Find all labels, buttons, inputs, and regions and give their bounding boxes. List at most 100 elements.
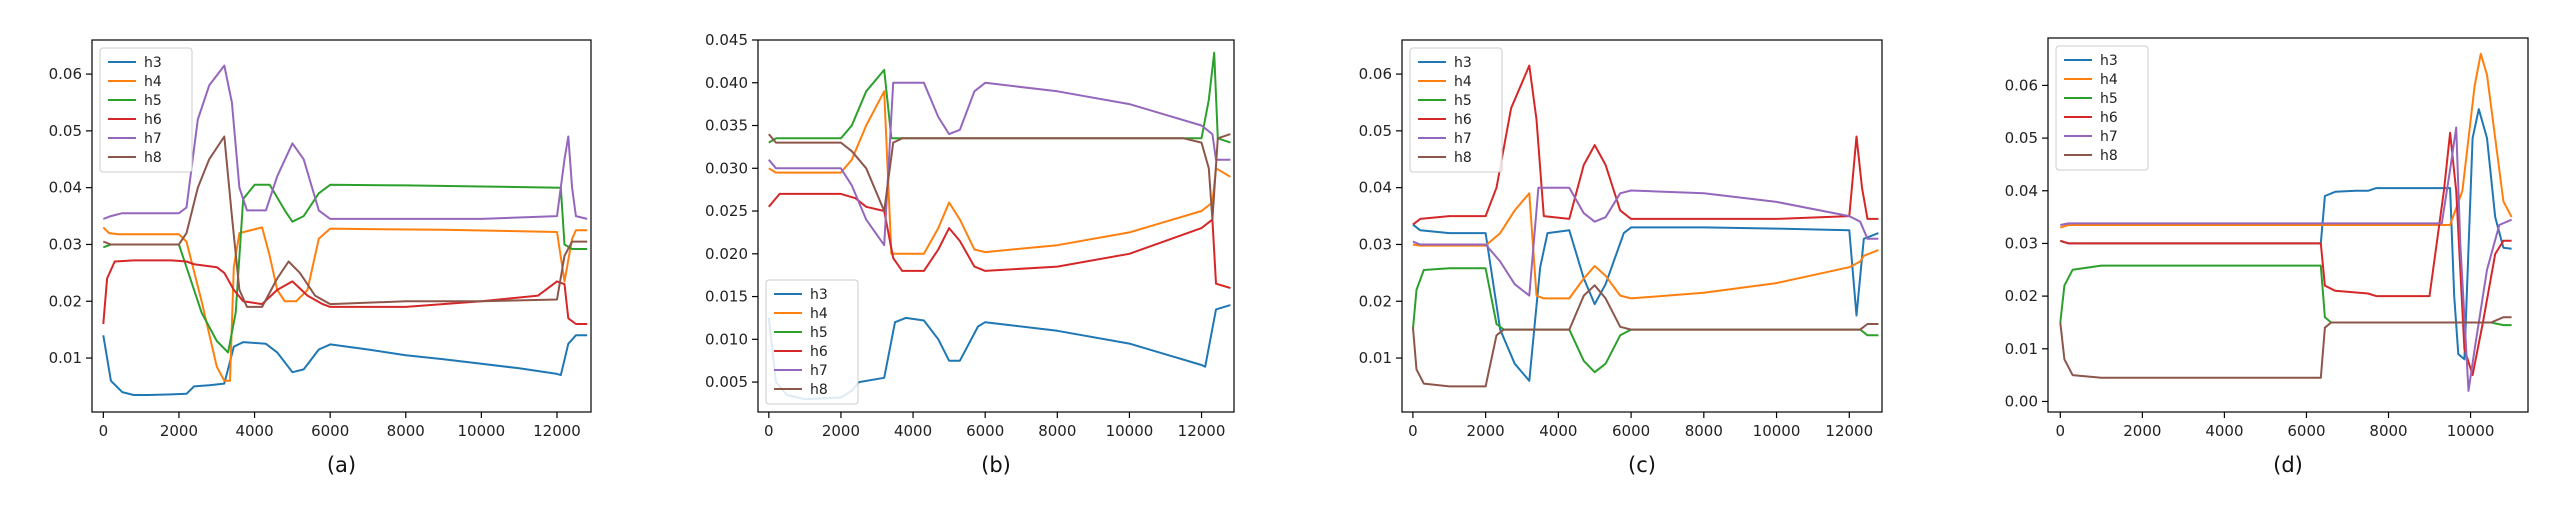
x-tick-label: 6000 <box>966 422 1004 440</box>
x-tick-label: 8000 <box>387 422 425 440</box>
legend-box <box>765 279 859 405</box>
chart-panel-2: 0 2000 4000 6000 8000 10000 12000 0.01 0.02 0.03 0… <box>1359 39 1883 477</box>
panel-caption: (d) <box>2273 453 2303 477</box>
series-line-h6 <box>1412 64 1879 226</box>
series-line-h7 <box>1412 186 1879 297</box>
series-line-h7 <box>102 64 588 220</box>
legend-label-h8: h8 <box>1454 150 1472 166</box>
x-tick-label: 8000 <box>1685 422 1723 440</box>
x-tick-label: 6000 <box>311 422 349 440</box>
series-line-h7 <box>2060 126 2512 392</box>
chart-panel-3: 0 2000 4000 6000 8000 10000 0.00 0.01 0.02 0.03 0.… <box>2005 37 2529 477</box>
series-line-h5 <box>102 183 588 354</box>
legend-label-h3: h3 <box>2100 53 2118 69</box>
legend-label-h7: h7 <box>810 363 828 379</box>
y-tick-label: 0.010 <box>705 330 748 348</box>
legend-label-h7: h7 <box>1454 131 1472 147</box>
x-tick-label: 12000 <box>533 422 581 440</box>
x-tick-label: 0 <box>2056 422 2066 440</box>
y-tick-label: 0.05 <box>1359 122 1392 140</box>
x-tick-label: 0 <box>99 422 109 440</box>
series-line-h8 <box>2059 316 2512 379</box>
legend-label-h5: h5 <box>144 93 162 109</box>
legend-label-h6: h6 <box>2100 110 2118 126</box>
y-tick-label: 0.05 <box>49 122 82 140</box>
x-tick-label: 2000 <box>1467 422 1505 440</box>
legend-label-h6: h6 <box>144 112 162 128</box>
panel-caption: (c) <box>1628 453 1656 477</box>
plot-area <box>2059 52 2513 392</box>
legend-box <box>99 47 193 173</box>
legend-label-h6: h6 <box>1454 112 1472 128</box>
legend-label-h3: h3 <box>144 55 162 71</box>
x-tick-label: 10000 <box>2447 422 2495 440</box>
y-tick-label: 0.06 <box>49 65 82 83</box>
series-line-h4 <box>1412 192 1879 300</box>
chart-panel-0: 0 2000 4000 6000 8000 10000 12000 0.01 0.02 0.03 0… <box>49 39 592 477</box>
y-tick-label: 0.03 <box>49 235 82 253</box>
series-line-h5 <box>768 51 1231 144</box>
legend: h3 h4 h5 h6 h7 h8 <box>2055 45 2149 171</box>
legend-label-h7: h7 <box>144 131 162 147</box>
x-tick-label: 10000 <box>1753 422 1801 440</box>
series-line-h8 <box>1411 284 1879 388</box>
y-tick-label: 0.040 <box>705 74 748 92</box>
y-tick-label: 0.04 <box>49 179 82 197</box>
y-tick-label: 0.035 <box>705 117 748 135</box>
y-tick-label: 0.04 <box>2005 182 2038 200</box>
y-tick-label: 0.025 <box>705 202 748 220</box>
y-tick-label: 0.03 <box>1359 235 1392 253</box>
series-line-h6 <box>102 259 588 325</box>
x-tick-label: 2000 <box>822 422 860 440</box>
x-tick-label: 2000 <box>2123 422 2161 440</box>
series-line-h8 <box>768 133 1231 221</box>
series-line-h3 <box>1412 223 1879 382</box>
series-line-h6 <box>768 192 1231 289</box>
x-tick-label: 0 <box>764 422 774 440</box>
x-tick-label: 4000 <box>235 422 273 440</box>
x-tick-label: 6000 <box>2287 422 2325 440</box>
legend-label-h8: h8 <box>144 150 162 166</box>
y-tick-label: 0.04 <box>1359 179 1392 197</box>
series-line-h4 <box>768 90 1231 255</box>
legend: h3 h4 h5 h6 h7 h8 <box>99 47 193 173</box>
legend-label-h5: h5 <box>1454 93 1472 109</box>
legend-label-h8: h8 <box>810 382 828 398</box>
y-tick-label: 0.02 <box>49 292 82 310</box>
x-tick-label: 8000 <box>2369 422 2407 440</box>
y-tick-label: 0.02 <box>1359 292 1392 310</box>
y-tick-label: 0.06 <box>2005 76 2038 94</box>
legend-label-h4: h4 <box>2100 72 2118 88</box>
series-line-h4 <box>102 226 588 382</box>
y-tick-label: 0.01 <box>2005 340 2038 358</box>
axes-frame <box>2047 37 2529 413</box>
legend-label-h3: h3 <box>1454 55 1472 71</box>
y-tick-label: 0.01 <box>1359 349 1392 367</box>
axes-frame <box>757 39 1235 413</box>
y-tick-label: 0.020 <box>705 245 748 263</box>
y-tick-label: 0.005 <box>705 373 748 391</box>
legend-label-h4: h4 <box>1454 74 1472 90</box>
legend: h3 h4 h5 h6 h7 h8 <box>765 279 859 405</box>
x-tick-label: 12000 <box>1178 422 1226 440</box>
axes-frame <box>1401 39 1883 413</box>
x-tick-label: 4000 <box>2205 422 2243 440</box>
x-tick-label: 10000 <box>1106 422 1154 440</box>
x-tick-label: 6000 <box>1612 422 1650 440</box>
y-tick-label: 0.01 <box>49 349 82 367</box>
series-line-h8 <box>102 135 588 308</box>
y-tick-label: 0.05 <box>2005 129 2038 147</box>
legend: h3 h4 h5 h6 h7 h8 <box>1409 47 1503 173</box>
x-tick-label: 10000 <box>458 422 506 440</box>
series-line-h5 <box>1411 267 1879 374</box>
y-tick-label: 0.030 <box>705 159 748 177</box>
legend-label-h6: h6 <box>810 344 828 360</box>
plot-area <box>102 64 588 396</box>
axes-frame <box>91 39 592 413</box>
legend-label-h4: h4 <box>144 74 162 90</box>
series-line-h5 <box>2059 264 2512 327</box>
legend-label-h7: h7 <box>2100 129 2118 145</box>
y-tick-label: 0.045 <box>705 31 748 49</box>
y-tick-label: 0.06 <box>1359 65 1392 83</box>
